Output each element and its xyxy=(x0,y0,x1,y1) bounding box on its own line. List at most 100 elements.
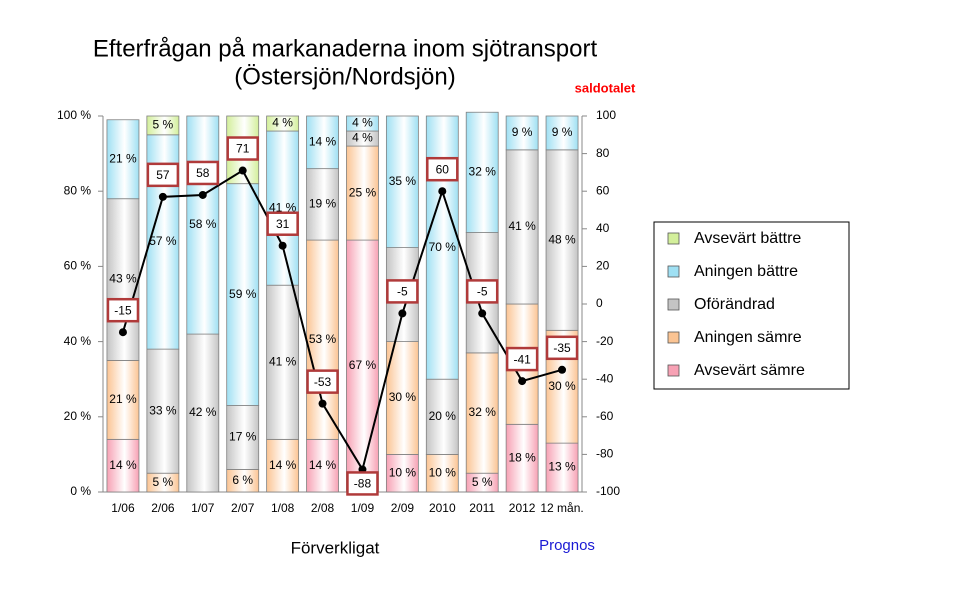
data-label: 5 % xyxy=(153,475,174,489)
chart-subtitle: (Östersjön/Nordsjön) xyxy=(234,63,455,90)
y2-tick-label: 100 xyxy=(596,108,616,122)
line-label: 71 xyxy=(236,142,250,156)
data-label: 32 % xyxy=(469,165,497,179)
line-point xyxy=(438,187,447,196)
y2-tick-label: 40 xyxy=(596,221,610,235)
data-label: 35 % xyxy=(389,174,417,188)
bar-segment xyxy=(306,115,339,170)
bar-segment xyxy=(146,348,180,474)
bar-segment xyxy=(226,405,260,470)
bar-segment xyxy=(146,115,180,136)
y2-tick-label: -80 xyxy=(596,447,614,461)
label-box xyxy=(465,279,499,304)
label-box xyxy=(426,156,459,182)
data-label: 5 % xyxy=(153,118,174,132)
line-label: 57 xyxy=(156,168,170,182)
bar-segment xyxy=(545,115,579,151)
data-label: 10 % xyxy=(429,465,457,479)
x-tick-label: 1/08 xyxy=(271,501,295,515)
data-label: 70 % xyxy=(429,240,457,254)
line-point xyxy=(198,190,207,199)
legend-box xyxy=(653,221,850,390)
bar-segment xyxy=(346,115,379,132)
bar-segment xyxy=(425,378,459,455)
bar-segment xyxy=(186,115,220,335)
y2-tick-label: 20 xyxy=(596,259,610,273)
x-tick-label: 2012 xyxy=(509,501,536,515)
line-label: 60 xyxy=(436,162,450,176)
line-point xyxy=(478,309,487,318)
y-tick-label: 100 % xyxy=(57,108,91,122)
line-point xyxy=(558,365,567,374)
data-label: 41 % xyxy=(269,200,297,214)
y2-tick-label: 0 xyxy=(596,296,603,310)
line-point xyxy=(158,192,167,201)
data-label: 14 % xyxy=(269,458,297,472)
line-label: -88 xyxy=(354,477,372,491)
legend-swatch xyxy=(667,298,680,311)
y-tick-label: 80 % xyxy=(64,183,92,197)
data-label: 14 % xyxy=(109,458,137,472)
data-label: 20 % xyxy=(429,409,457,423)
chart-title: Efterfrågan på markanaderna inom sjötran… xyxy=(93,35,598,62)
x-axis-label: Förverkligat xyxy=(291,538,380,557)
data-label: 9 % xyxy=(552,125,573,139)
line-label: 31 xyxy=(276,217,290,231)
data-label: 14 % xyxy=(309,134,337,148)
y2-tick-label: 60 xyxy=(596,183,610,197)
data-label: 59 % xyxy=(229,287,257,301)
data-label: 17 % xyxy=(229,430,257,444)
data-label: 4 % xyxy=(352,116,373,130)
x-tick-label: 2/07 xyxy=(231,501,255,515)
legend-swatch xyxy=(667,364,680,377)
legend-label: Oförändrad xyxy=(694,296,775,313)
bar-segment xyxy=(306,168,339,241)
bar-segment xyxy=(465,352,499,474)
data-label: 6 % xyxy=(232,473,253,487)
line-point xyxy=(278,241,287,250)
legend-swatch xyxy=(667,232,680,245)
bar-segment xyxy=(385,453,419,493)
x-axis-label: Prognos xyxy=(539,537,595,554)
data-label: 21 % xyxy=(109,151,137,165)
bar-segment xyxy=(505,115,539,151)
label-box xyxy=(386,279,419,304)
data-label: 25 % xyxy=(349,185,377,199)
data-label: 9 % xyxy=(512,125,533,139)
label-box xyxy=(505,346,539,372)
data-label: 48 % xyxy=(548,232,576,246)
data-label: 53 % xyxy=(309,332,337,346)
legend-label: Avsevärt sämre xyxy=(694,362,805,379)
bar-segment xyxy=(106,438,140,493)
bar-segment xyxy=(465,111,499,233)
x-tick-label: 2/08 xyxy=(311,501,335,515)
data-label: 32 % xyxy=(469,405,497,419)
y2-tick-label: -60 xyxy=(596,409,614,423)
x-tick-label: 2/06 xyxy=(151,501,175,515)
y-tick-label: 40 % xyxy=(64,334,92,348)
line-point xyxy=(398,309,407,318)
bar-segment xyxy=(266,115,300,132)
x-tick-label: 2/09 xyxy=(391,501,415,515)
bar-segment xyxy=(385,115,419,249)
label-box xyxy=(226,136,259,161)
line xyxy=(121,169,563,472)
data-label: 4 % xyxy=(352,131,373,145)
y-tick-label: 20 % xyxy=(64,409,92,423)
legend-swatch xyxy=(667,265,680,278)
data-label: 42 % xyxy=(189,405,217,419)
x-tick-label: 12 mån. xyxy=(540,501,583,515)
legend-label: Avsevärt bättre xyxy=(694,230,801,247)
data-label: 19 % xyxy=(309,197,337,211)
data-label: 14 % xyxy=(309,458,337,472)
data-label: 41 % xyxy=(269,354,297,368)
data-label: 21 % xyxy=(109,392,137,406)
label-box xyxy=(146,162,180,188)
x-tick-label: 2011 xyxy=(469,501,495,515)
data-label: 57 % xyxy=(149,234,177,248)
y2-tick-label: -100 xyxy=(596,484,620,498)
data-label: 10 % xyxy=(389,465,417,479)
data-label: 33 % xyxy=(149,403,177,417)
